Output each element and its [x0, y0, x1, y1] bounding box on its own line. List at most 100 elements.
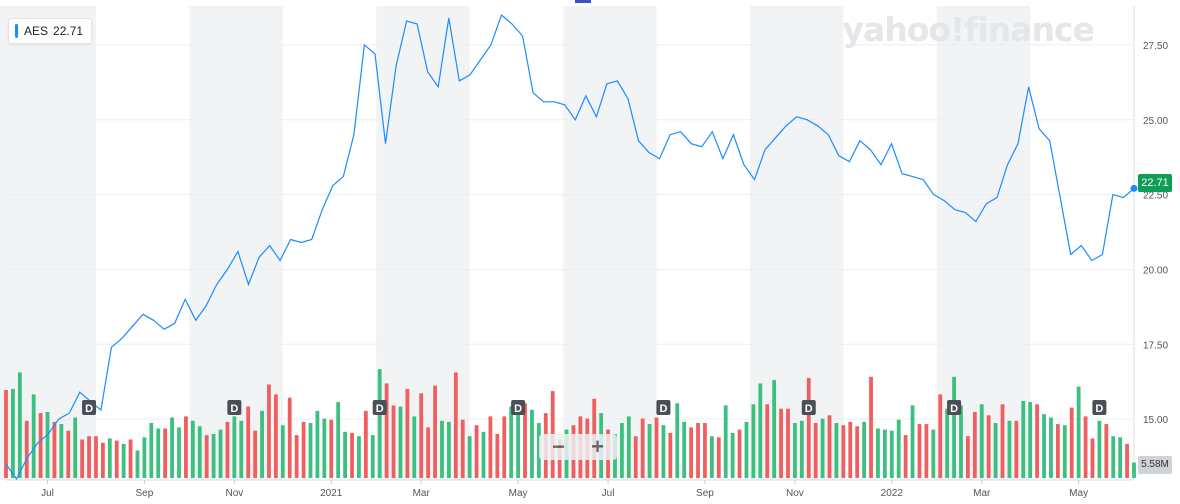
- dividend-marker-label: D: [85, 403, 93, 415]
- volume-bar: [426, 427, 431, 478]
- volume-bar: [73, 417, 78, 478]
- volume-bar: [128, 439, 133, 478]
- volume-bar: [931, 429, 936, 478]
- y-tick-label: 20.00: [1143, 265, 1168, 276]
- zoom-in-button[interactable]: +: [591, 434, 604, 459]
- volume-bar: [523, 403, 527, 478]
- dividend-marker-label: D: [514, 403, 522, 415]
- volume-bar: [1118, 437, 1123, 478]
- x-tick-label: Mar: [973, 488, 991, 499]
- volume-bar: [1076, 386, 1081, 478]
- volume-bar: [799, 420, 804, 478]
- volume-bar: [107, 438, 112, 478]
- volume-bar: [190, 420, 195, 478]
- dividend-marker[interactable]: [82, 400, 97, 415]
- dividend-marker-label: D: [376, 403, 384, 415]
- zoom-out-button[interactable]: −: [552, 434, 565, 459]
- volume-bar: [163, 428, 168, 478]
- volume-bar: [24, 420, 29, 478]
- volume-bar: [793, 423, 797, 478]
- volume-bar: [882, 429, 887, 478]
- volume-bar: [862, 421, 867, 478]
- volume-bar: [640, 418, 645, 478]
- volume-bar: [1104, 424, 1109, 478]
- volume-bar: [772, 380, 777, 478]
- volume-bar: [301, 421, 306, 478]
- volume-bar: [322, 418, 327, 478]
- volume-bar: [979, 404, 984, 478]
- volume-bar: [474, 425, 479, 478]
- volume-bar: [280, 425, 285, 478]
- volume-bar: [363, 410, 368, 478]
- volume-bar: [66, 430, 71, 478]
- dividend-marker-label: D: [230, 403, 238, 415]
- volume-tag: 5.58M: [1138, 456, 1172, 474]
- dividend-marker-label: D: [1095, 403, 1103, 415]
- volume-bar: [336, 402, 341, 478]
- volume-bar: [675, 403, 680, 478]
- volume-bar: [938, 394, 943, 478]
- volume-bar: [1042, 414, 1046, 478]
- volume-bar: [703, 423, 707, 478]
- volume-bar: [661, 425, 666, 478]
- volume-bar: [716, 437, 721, 478]
- x-tick-label: Nov: [786, 488, 804, 499]
- volume-bar: [889, 430, 894, 478]
- volume-bar: [495, 434, 500, 478]
- volume-bar: [52, 421, 57, 478]
- volume-bar: [689, 427, 694, 478]
- volume-bar: [377, 369, 382, 478]
- dividend-marker[interactable]: [947, 400, 962, 415]
- volume-bar: [246, 406, 251, 478]
- volume-bar: [682, 421, 687, 478]
- dividend-marker[interactable]: [511, 400, 526, 415]
- volume-bar: [370, 435, 375, 478]
- volume-bar: [910, 405, 915, 478]
- yahoo-finance-logo: yahoo!finance: [842, 10, 1095, 49]
- x-tick-label: Nov: [225, 488, 243, 499]
- volume-bar: [786, 408, 790, 478]
- volume-bar: [232, 416, 237, 478]
- volume-bar: [398, 406, 403, 478]
- volume-bar: [626, 416, 631, 478]
- volume-bar: [4, 390, 8, 478]
- volume-bar: [855, 426, 860, 478]
- volume-bar: [11, 388, 15, 478]
- ticker-badge[interactable]: AES 22.71: [8, 18, 93, 44]
- volume-bar: [751, 404, 756, 478]
- volume-bar: [260, 410, 264, 478]
- volume-bar: [1111, 436, 1116, 478]
- volume-bar: [135, 450, 140, 478]
- volume-bar: [488, 416, 493, 478]
- volume-bar: [419, 393, 424, 478]
- volume-bar: [149, 423, 154, 478]
- dividend-marker-label: D: [805, 403, 813, 415]
- dividend-marker[interactable]: [656, 400, 671, 415]
- volume-bar: [343, 431, 347, 478]
- x-tick-label: 2021: [320, 488, 343, 499]
- range-indicator[interactable]: [575, 0, 591, 3]
- volume-bar: [315, 410, 320, 478]
- volume-bar: [1069, 407, 1074, 478]
- volume-bar: [467, 436, 472, 478]
- volume-bar: [308, 423, 313, 478]
- volume-bar: [460, 419, 465, 478]
- dividend-marker[interactable]: [227, 400, 242, 415]
- volume-bar: [813, 423, 818, 478]
- volume-bar: [827, 415, 832, 478]
- volume-bar: [114, 440, 119, 478]
- dividend-marker[interactable]: [801, 400, 816, 415]
- volume-bar: [384, 383, 389, 478]
- volume-bar: [1014, 420, 1019, 478]
- volume-bar: [1083, 416, 1088, 478]
- dividend-marker[interactable]: [1092, 400, 1107, 415]
- volume-bar: [170, 417, 174, 478]
- volume-bar: [357, 436, 361, 478]
- volume-bar: [253, 430, 258, 478]
- dividend-marker[interactable]: [372, 400, 387, 415]
- y-tick-label: 17.50: [1143, 340, 1168, 351]
- month-band: [563, 6, 657, 480]
- volume-bar: [225, 421, 230, 478]
- volume-bar: [509, 406, 514, 478]
